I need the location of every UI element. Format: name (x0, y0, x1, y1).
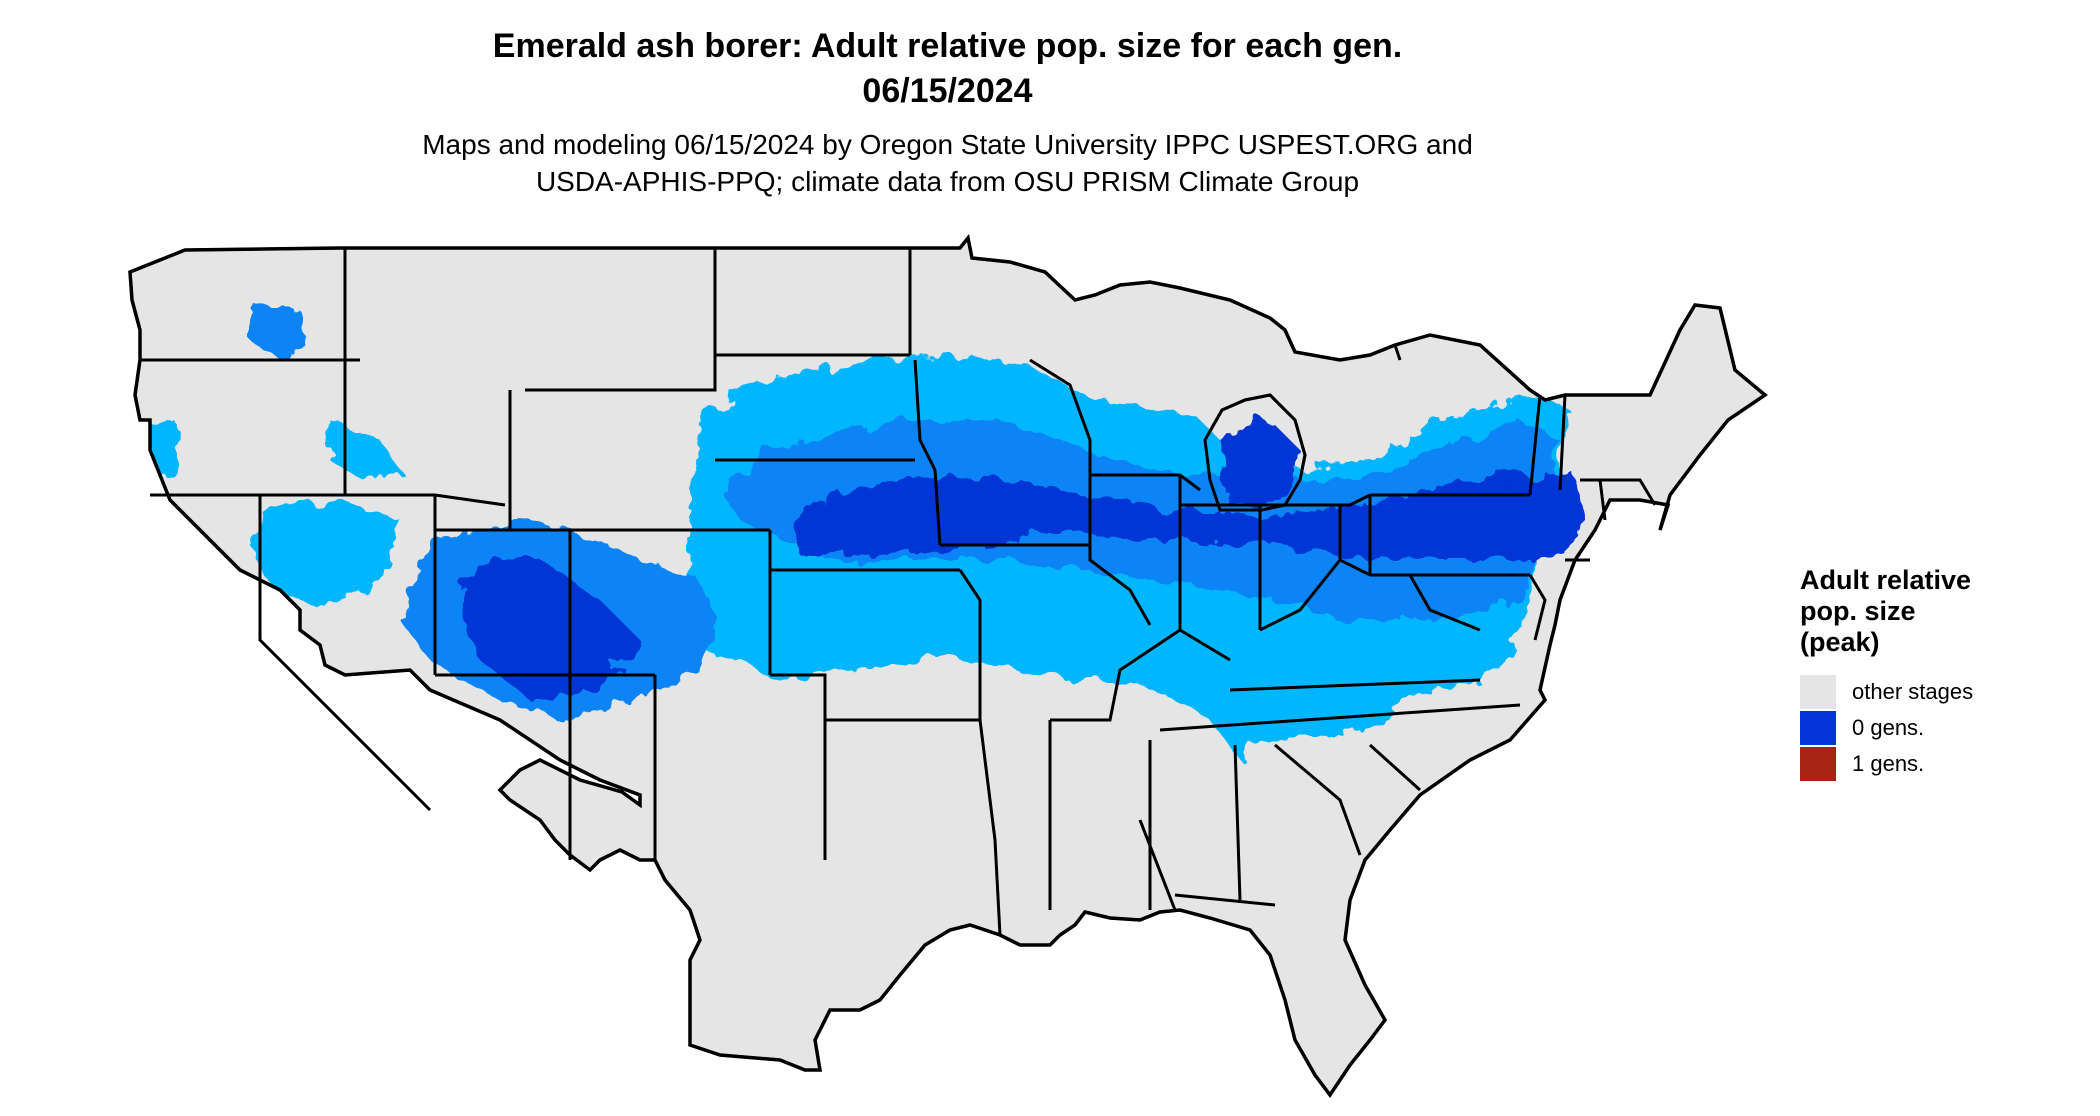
michigan-border (1203, 393, 1307, 512)
legend-swatch-1-gens (1800, 747, 1836, 781)
legend-label-other-stages: other stages (1852, 679, 1974, 704)
legend-label-1-gens: 1 gens. (1852, 751, 1925, 776)
map-title-line1: Emerald ash borer: Adult relative pop. s… (492, 27, 1403, 65)
legend-title-line2: pop. size (1800, 596, 1916, 626)
legend-swatch-other-stages (1800, 675, 1836, 709)
region-dark-blue (790, 470, 1545, 560)
legend: Adult relative pop. size (peak) other st… (1800, 565, 2080, 782)
map-subtitle-line1: Maps and modeling 06/15/2024 by Oregon S… (422, 129, 1473, 160)
legend-label-0-gens: 0 gens. (1852, 715, 1925, 740)
region-west-idaho (330, 420, 400, 480)
legend-title-line3: (peak) (1800, 627, 1880, 657)
legend-item-other-stages: other stages (1800, 674, 2080, 710)
region-dark-blue-michigan (1220, 420, 1300, 505)
legend-title: Adult relative pop. size (peak) (1800, 565, 2080, 658)
region-west-nevada (255, 500, 400, 610)
map-subtitle-line2: USDA-APHIS-PPQ; climate data from OSU PR… (535, 166, 1360, 197)
map-subtitle: Maps and modeling 06/15/2024 by Oregon S… (0, 126, 1895, 200)
map-title-date: 06/15/2024 (862, 72, 1033, 110)
legend-swatch-0-gens (1800, 711, 1836, 745)
state-borders (140, 248, 1657, 936)
map-title: Emerald ash borer: Adult relative pop. s… (0, 24, 1895, 114)
region-dark-blue-northeast (1470, 470, 1590, 560)
legend-item-0-gens: 0 gens. (1800, 710, 2080, 746)
legend-item-1-gens: 1 gens. (1800, 746, 2080, 782)
region-west-oregon-washington (250, 300, 310, 360)
region-west-utah-colorado (460, 560, 640, 700)
legend-title-line1: Adult relative (1800, 565, 1972, 595)
us-outline (128, 233, 1768, 1099)
region-light-blue-appalachia (1250, 580, 1490, 740)
